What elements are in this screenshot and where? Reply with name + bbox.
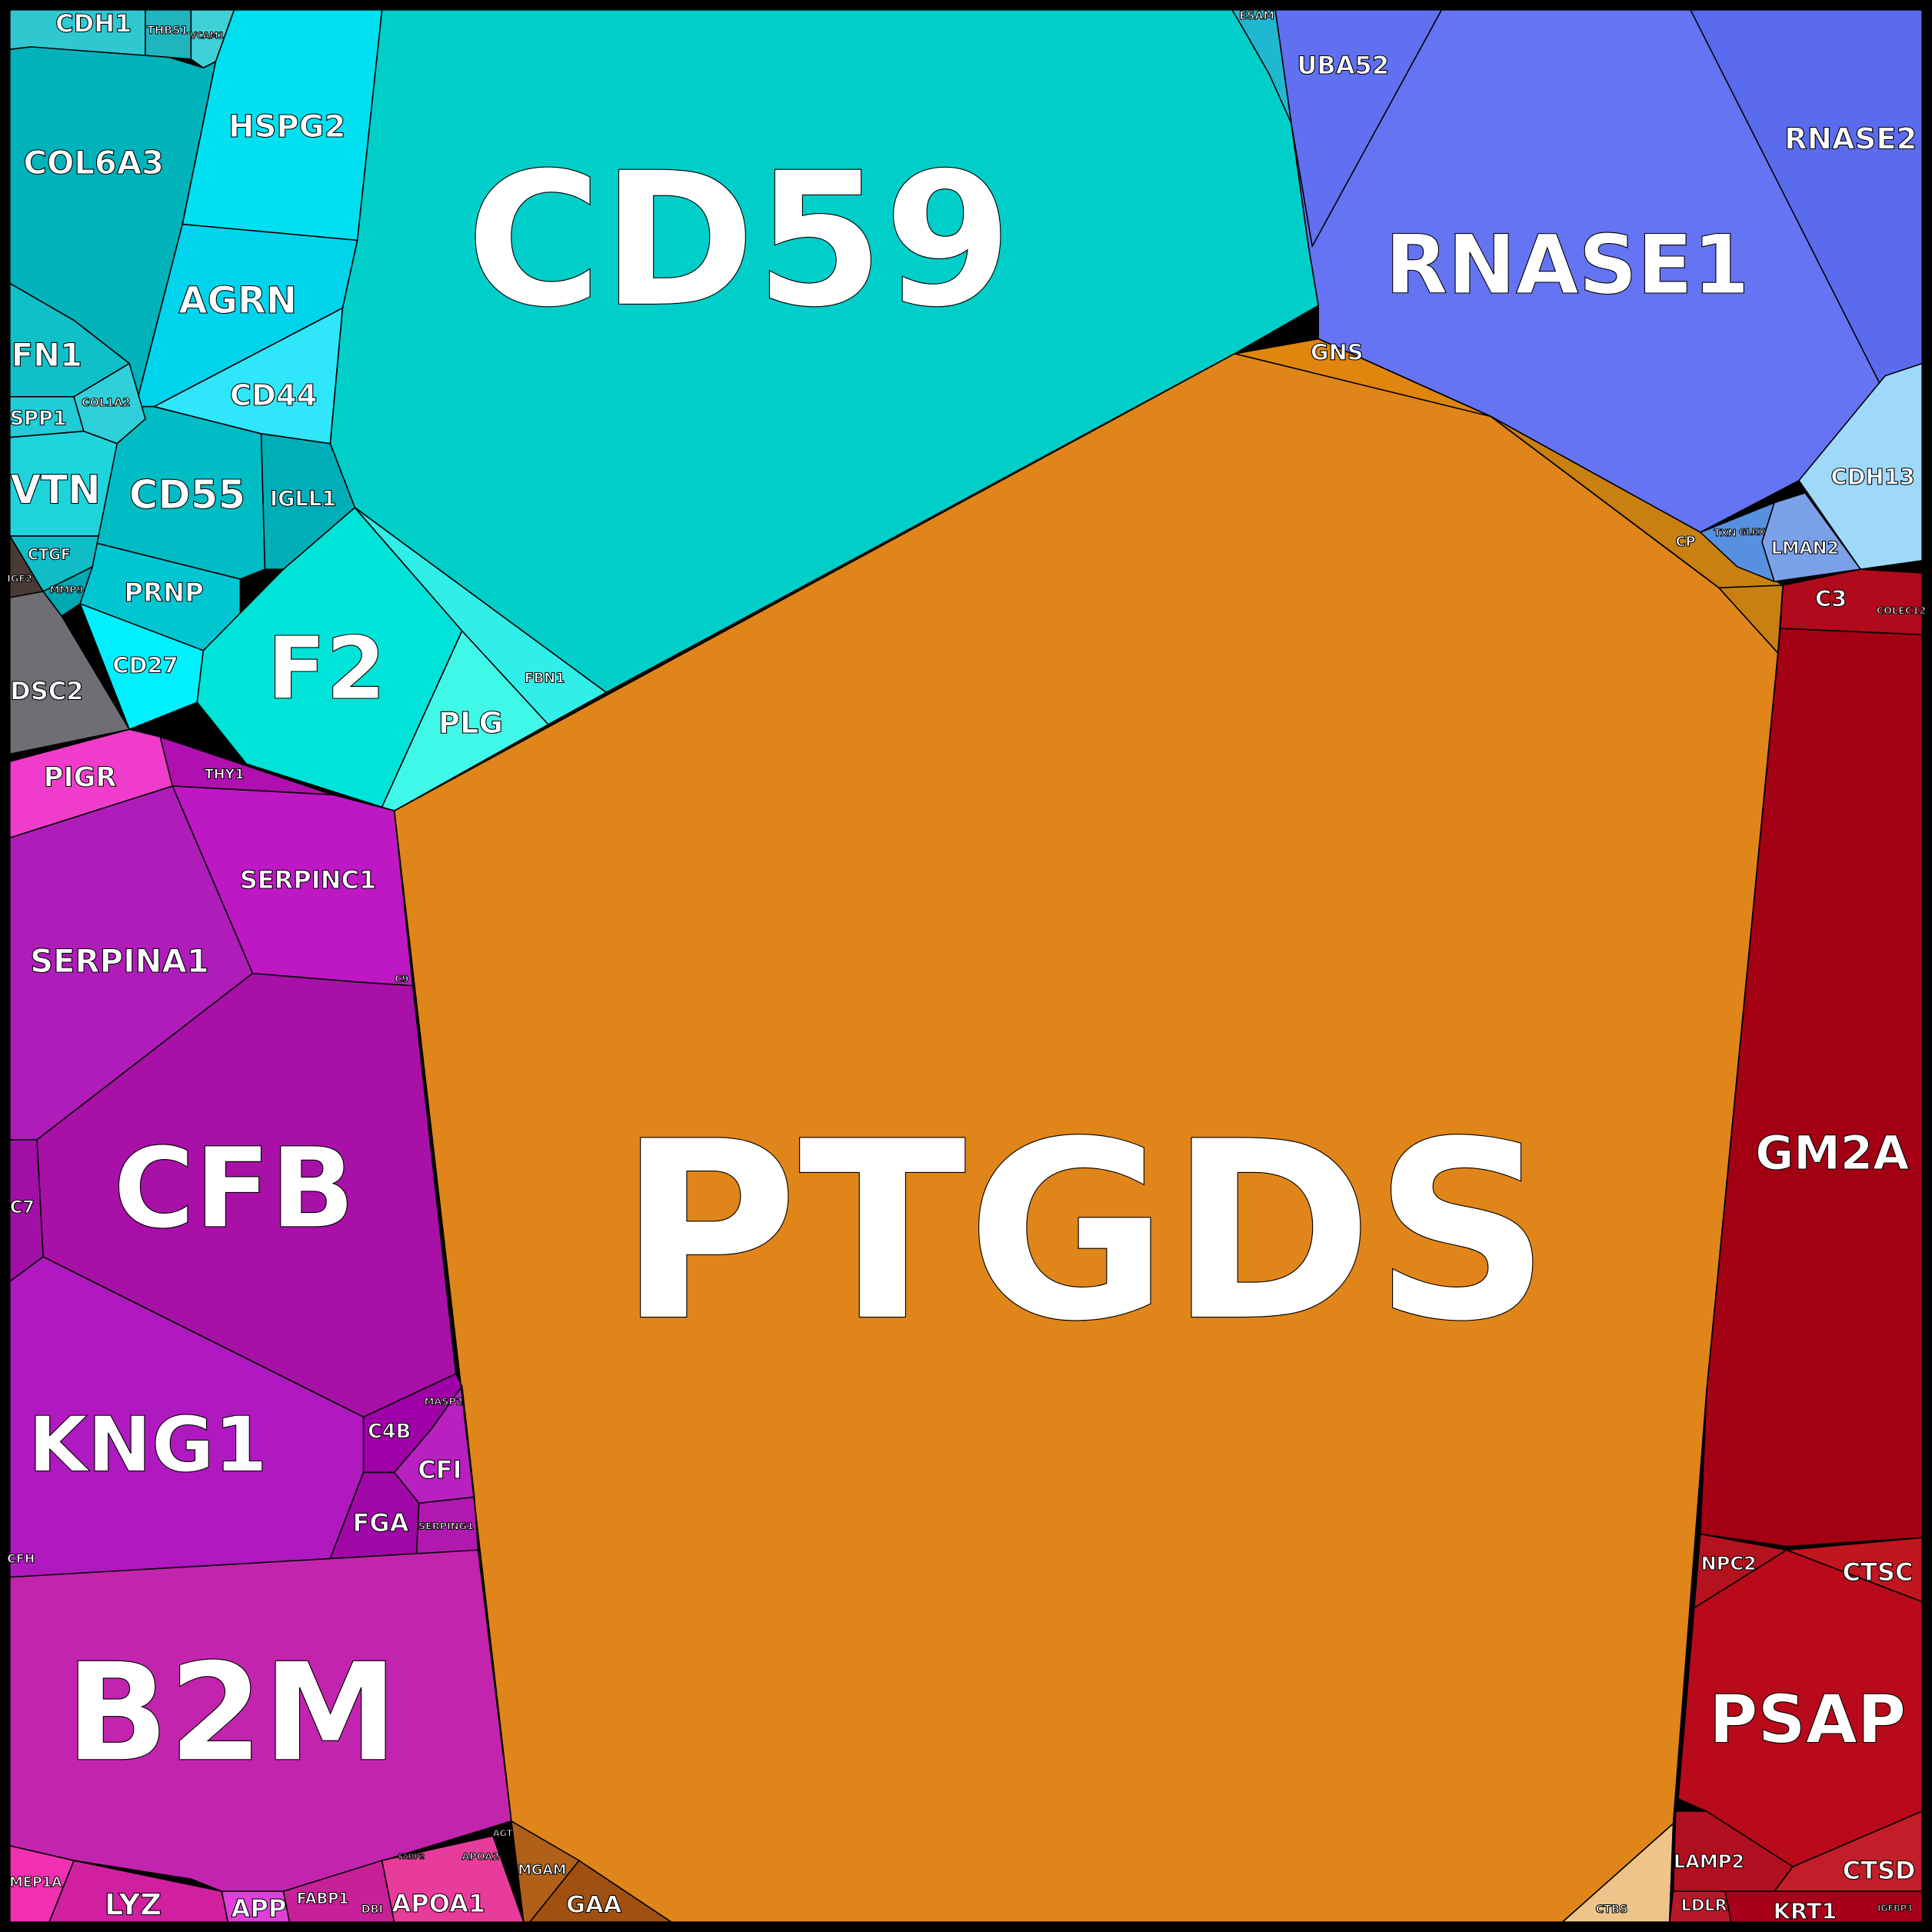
cell-label: IGF2 <box>7 573 32 585</box>
cell-label: RNASE1 <box>1385 218 1750 312</box>
cell-label: GLRX <box>1739 528 1765 538</box>
cell-label: UBA52 <box>1297 51 1389 80</box>
cell-label: FGA <box>353 1508 409 1537</box>
cell-label: CD55 <box>129 472 245 518</box>
cell <box>354 507 608 725</box>
cell-label: CFB <box>113 1124 355 1254</box>
cell-label: LAMP2 <box>1674 1851 1744 1873</box>
cell-label: VCAM1 <box>190 31 225 41</box>
cell-label: MGAM <box>518 1863 566 1878</box>
cell-label: CD59 <box>466 132 1012 348</box>
cell-label: C3 <box>1815 586 1847 612</box>
cell-label: AGRN <box>178 279 297 322</box>
cell-label: C9 <box>395 974 408 985</box>
cell-label: FABP2 <box>398 1853 425 1861</box>
cell <box>9 9 146 56</box>
cell-label: CDH13 <box>1830 464 1914 490</box>
cell-label: MEP1A <box>9 1875 62 1890</box>
cell-label: APOA1 <box>391 1889 485 1918</box>
cell-label: F2 <box>267 619 386 719</box>
cell <box>1231 9 1292 125</box>
cell-label: THBS1 <box>147 25 188 37</box>
cell-label: FN1 <box>12 336 82 374</box>
cell-label: SERPING1 <box>418 1521 474 1532</box>
cell <box>9 430 118 537</box>
cell-label: APP <box>232 1894 287 1924</box>
cell-label: GAA <box>566 1891 622 1918</box>
cell-label: LMAN2 <box>1771 538 1839 558</box>
cell-label: PLG <box>438 706 503 741</box>
cell-label: FABP1 <box>297 1890 349 1907</box>
cell-label: C7 <box>10 1198 35 1217</box>
cell-label: IGFBP3 <box>1877 1904 1913 1914</box>
cell-label: GM2A <box>1755 1126 1909 1181</box>
cell <box>9 591 131 755</box>
cell-label: KRT1 <box>1774 1898 1837 1924</box>
labels: CD59 PTGDS RNASE1 RNASE2 UBA52 ESAM GNS CP CDH13… <box>7 8 1927 1924</box>
group-border <box>393 338 1784 1923</box>
cell-label: CDH1 <box>55 8 132 38</box>
cell <box>73 362 146 445</box>
cell-label: PRNP <box>124 578 203 608</box>
cell-label: THY1 <box>205 768 245 783</box>
cell-label: AGT <box>493 1828 513 1838</box>
cell-label: SPP1 <box>10 408 67 431</box>
cell-label: SERPINA1 <box>30 942 209 980</box>
cell-label: CTSD <box>1843 1856 1916 1885</box>
cell-label: CFH <box>7 1551 35 1566</box>
cell-label: B2M <box>65 1634 398 1792</box>
cell-label: PIGR <box>44 761 117 793</box>
cell-label: RNASE2 <box>1784 122 1917 157</box>
cell-label: NPC2 <box>1701 1553 1757 1574</box>
cell-label: COLEC12 <box>1877 605 1926 617</box>
cell-label: LDLR <box>1681 1896 1727 1914</box>
cell-label: CTBS <box>1596 1904 1628 1916</box>
cell <box>190 9 235 68</box>
cell-label: APOA2 <box>461 1851 499 1863</box>
cell-label: HSPG2 <box>228 109 345 145</box>
cell-label: MMP9 <box>50 585 84 596</box>
cell-label: MASP2 <box>425 1397 463 1408</box>
cell-label: IGLL1 <box>270 487 336 511</box>
cell-label: DBI <box>361 1904 383 1916</box>
cell-label: VTN <box>10 468 101 514</box>
cell-label: PTGDS <box>618 1089 1551 1376</box>
cell-label: CD27 <box>112 652 178 678</box>
cell-label: GNS <box>1311 339 1364 365</box>
cell-label: LYZ <box>105 1887 162 1922</box>
cell-label: C4B <box>368 1421 411 1444</box>
cell-label: CP <box>1676 535 1696 550</box>
cell-label: CTGF <box>28 545 71 563</box>
cell <box>1700 501 1775 582</box>
cell-label: ESAM <box>1239 10 1274 22</box>
cell-label: COL6A3 <box>23 144 164 182</box>
cells <box>9 9 1923 1923</box>
cell-label: TXN <box>1714 528 1736 539</box>
cell-label: FBN1 <box>525 671 565 687</box>
cell-label: SERPINC1 <box>240 865 377 894</box>
cell-label: KNG1 <box>28 1401 268 1490</box>
cell-label: DSC2 <box>10 677 83 706</box>
cell-label: COL1A2 <box>82 397 130 409</box>
cell-label: CD44 <box>230 378 318 413</box>
cell-label: CFI <box>418 1455 461 1484</box>
cell-label: CTSC <box>1843 1557 1914 1587</box>
cell-label: PSAP <box>1709 1681 1906 1758</box>
cell <box>1668 1890 1732 1923</box>
